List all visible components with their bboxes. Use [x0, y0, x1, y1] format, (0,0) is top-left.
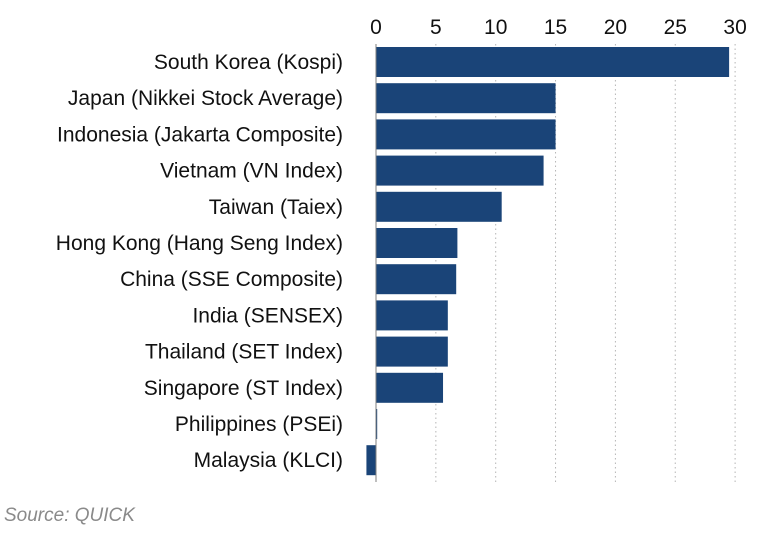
- bar: [376, 191, 502, 222]
- category-label: Singapore (ST Index): [144, 377, 343, 400]
- bar: [376, 336, 448, 367]
- x-tick-label: 30: [723, 16, 746, 39]
- category-label: Taiwan (Taiex): [209, 196, 343, 219]
- category-label: Thailand (SET Index): [145, 341, 343, 364]
- x-tick-label: 20: [604, 16, 627, 39]
- x-tick-label: 0: [370, 16, 382, 39]
- bar: [376, 409, 378, 439]
- category-label: Malaysia (KLCI): [194, 449, 343, 472]
- category-label: Vietnam (VN Index): [160, 160, 343, 183]
- bar: [376, 372, 444, 403]
- category-label: Philippines (PSEi): [175, 413, 343, 436]
- x-tick-label: 25: [664, 16, 687, 39]
- category-label: South Korea (Kospi): [154, 51, 343, 74]
- source-note: Source: QUICK: [4, 505, 135, 526]
- bar: [366, 445, 376, 476]
- bar: [376, 155, 544, 186]
- bar: [376, 83, 556, 114]
- bar: [376, 228, 458, 258]
- category-label: Hong Kong (Hang Seng Index): [56, 232, 343, 255]
- bar-chart: 0 5 10 15 20 25 30 South Korea (Kospi) Japan (Ni…: [56, 16, 747, 482]
- x-tick-label: 15: [544, 16, 567, 39]
- bar: [376, 300, 448, 331]
- category-label: China (SSE Composite): [120, 268, 343, 291]
- x-tick-label: 10: [484, 16, 507, 39]
- category-label: Indonesia (Jakarta Composite): [57, 123, 343, 146]
- category-label: Japan (Nikkei Stock Average): [68, 87, 343, 110]
- bar: [376, 47, 730, 77]
- x-tick-label: 5: [430, 16, 442, 39]
- category-label: India (SENSEX): [192, 304, 343, 327]
- bar: [376, 264, 457, 295]
- bar: [376, 119, 556, 150]
